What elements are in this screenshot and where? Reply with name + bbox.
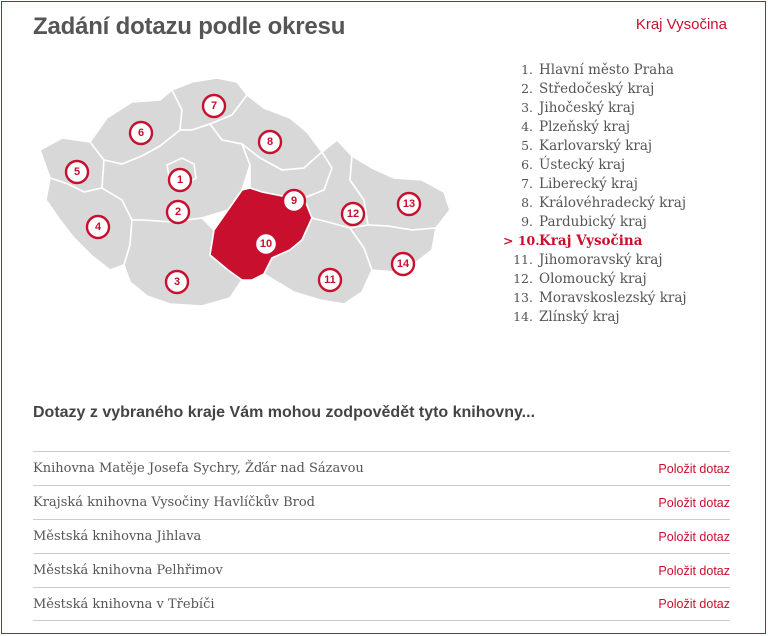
region-item-praha[interactable]: 1. Hlavní město Praha bbox=[521, 62, 674, 78]
ask-question-link[interactable]: Položit dotaz bbox=[658, 495, 730, 510]
map-marker-10[interactable]: 10 bbox=[253, 231, 279, 257]
map-marker-13[interactable]: 13 bbox=[396, 191, 422, 217]
region-list: 1. Hlavní město Praha 2. Středočeský kraj … bbox=[503, 60, 687, 326]
svg-text:11: 11 bbox=[324, 274, 336, 286]
ask-question-link[interactable]: Položit dotaz bbox=[658, 461, 730, 476]
region-item-stredocesky[interactable]: 2. Středočeský kraj bbox=[521, 81, 655, 97]
region-item-kralovehradecky[interactable]: 8. Královéhradecký kraj bbox=[521, 195, 687, 211]
svg-text:13: 13 bbox=[403, 198, 415, 210]
ask-question-link[interactable]: Položit dotaz bbox=[658, 529, 730, 544]
region-item-vysocina[interactable]: 10.Kraj Vysočina bbox=[503, 231, 687, 250]
selected-region-label: Kraj Vysočina bbox=[635, 16, 727, 33]
library-name: Krajská knihovna Vysočiny Havlíčkův Brod bbox=[33, 495, 316, 510]
region-item-karlovarsky[interactable]: 5. Karlovarský kraj bbox=[521, 138, 653, 154]
region-item-olomoucky[interactable]: 12. Olomoucký kraj bbox=[513, 271, 647, 287]
library-table: Knihovna Matěje Josefa Sychry, Žďár nad … bbox=[33, 451, 730, 621]
map-marker-8[interactable]: 8 bbox=[257, 129, 283, 155]
svg-text:9: 9 bbox=[291, 195, 297, 207]
svg-text:5: 5 bbox=[74, 166, 80, 178]
map-marker-5[interactable]: 5 bbox=[64, 159, 90, 185]
library-name: Městská knihovna Jihlava bbox=[33, 529, 202, 544]
library-row: Knihovna Matěje Josefa Sychry, Žďár nad … bbox=[33, 451, 730, 485]
map-marker-6[interactable]: 6 bbox=[128, 120, 154, 146]
region-item-jihocesky[interactable]: 3. Jihočeský kraj bbox=[521, 100, 635, 116]
library-name: Městská knihovna Pelhřimov bbox=[33, 563, 223, 578]
library-row: Městská knihovna Pelhřimov Položit dotaz bbox=[33, 553, 730, 587]
region-item-ustecky[interactable]: 6. Ústecký kraj bbox=[521, 157, 626, 173]
library-name: Městská knihovna v Třebíči bbox=[33, 596, 215, 612]
map-marker-9[interactable]: 9 bbox=[281, 188, 307, 214]
map-marker-2[interactable]: 2 bbox=[165, 199, 191, 225]
region-item-liberecky[interactable]: 7. Liberecký kraj bbox=[521, 176, 638, 192]
svg-text:3: 3 bbox=[174, 276, 180, 288]
ask-question-link[interactable]: Položit dotaz bbox=[658, 597, 730, 611]
svg-text:2: 2 bbox=[175, 206, 181, 218]
map-marker-11[interactable]: 11 bbox=[317, 267, 343, 293]
svg-text:10: 10 bbox=[260, 238, 272, 250]
svg-text:14: 14 bbox=[397, 258, 410, 270]
map-marker-7[interactable]: 7 bbox=[201, 93, 227, 119]
czech-regions-map: 1 2 3 4 5 6 7 8 9 10 11 12 13 14 bbox=[32, 60, 462, 320]
ask-question-link[interactable]: Položit dotaz bbox=[658, 563, 730, 578]
region-item-zlinsky[interactable]: 14. Zlínský kraj bbox=[513, 309, 620, 325]
map-marker-4[interactable]: 4 bbox=[85, 214, 111, 240]
svg-text:4: 4 bbox=[95, 221, 102, 233]
libraries-heading: Dotazy z vybraného kraje Vám mohou zodpo… bbox=[33, 404, 536, 421]
map-marker-12[interactable]: 12 bbox=[340, 201, 366, 227]
svg-text:1: 1 bbox=[177, 174, 183, 186]
library-row: Městská knihovna v Třebíči Položit dotaz bbox=[33, 587, 730, 621]
page-title: Zadání dotazu podle okresu bbox=[33, 13, 346, 40]
region-item-jihomoravsky[interactable]: 11. Jihomoravský kraj bbox=[513, 252, 663, 268]
svg-text:6: 6 bbox=[138, 127, 144, 139]
library-name: Knihovna Matěje Josefa Sychry, Žďár nad … bbox=[33, 461, 364, 476]
map-marker-1[interactable]: 1 bbox=[167, 167, 193, 193]
map-marker-14[interactable]: 14 bbox=[390, 251, 416, 277]
region-item-plzensky[interactable]: 4. Plzeňský kraj bbox=[521, 119, 631, 135]
svg-text:7: 7 bbox=[211, 100, 217, 112]
library-row: Městská knihovna Jihlava Položit dotaz bbox=[33, 519, 730, 553]
region-item-moravskoslezsky[interactable]: 13. Moravskoslezský kraj bbox=[513, 290, 687, 306]
svg-text:8: 8 bbox=[267, 136, 273, 148]
svg-text:12: 12 bbox=[347, 208, 359, 220]
map-marker-3[interactable]: 3 bbox=[164, 269, 190, 295]
region-item-pardubicky[interactable]: 9. Pardubický kraj bbox=[521, 214, 647, 230]
map-svg: 1 2 3 4 5 6 7 8 9 10 11 12 13 14 bbox=[39, 77, 451, 307]
library-row: Krajská knihovna Vysočiny Havlíčkův Brod… bbox=[33, 485, 730, 519]
